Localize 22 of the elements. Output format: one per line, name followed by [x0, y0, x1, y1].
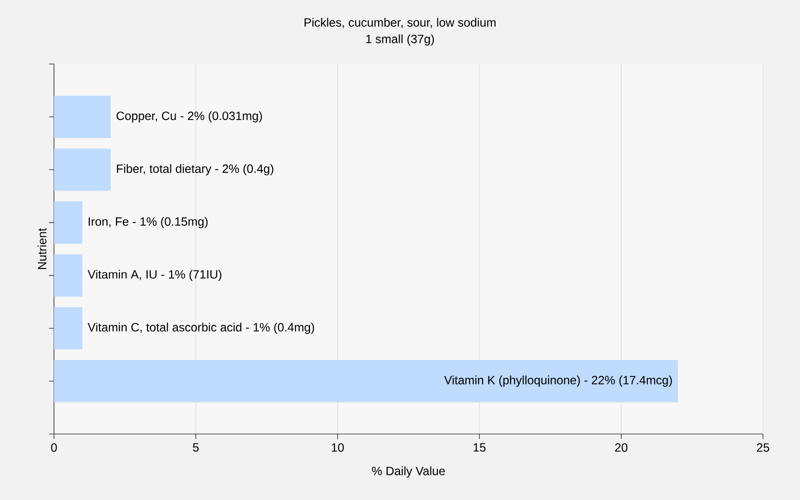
y-tick-label: Iron, Fe - 1% (0.15mg)	[88, 216, 208, 228]
bar	[54, 307, 82, 350]
bar	[54, 254, 82, 297]
bar	[54, 201, 82, 244]
y-tick-label: Fiber, total dietary - 2% (0.4g)	[116, 164, 274, 176]
x-tick-label: 15	[474, 443, 486, 452]
chart-title: Pickles, cucumber, sour, low sodium	[304, 18, 496, 28]
chart-subtitle: 1 small (37g)	[366, 34, 434, 46]
y-tick-label: Vitamin K (phylloquinone) - 22% (17.4mcg)	[444, 376, 672, 387]
x-axis-title: % Daily Value	[372, 466, 445, 478]
x-tick-label: 10	[332, 443, 344, 452]
x-tick-label: 0	[51, 443, 57, 452]
y-tick-label: Vitamin A, IU - 1% (71IU)	[88, 270, 222, 282]
y-axis-title: Nutrient	[38, 228, 46, 270]
bar	[54, 360, 678, 402]
x-tick-label: 20	[615, 443, 628, 452]
x-tick-label: 5	[192, 443, 199, 452]
x-tick-label: 25	[756, 443, 770, 452]
y-tick-label: Copper, Cu - 2% (0.031mg)	[116, 111, 262, 122]
bar	[54, 96, 111, 138]
y-tick-label: Vitamin C, total ascorbic acid - 1% (0.4mg)	[88, 322, 314, 334]
bar	[54, 148, 111, 191]
